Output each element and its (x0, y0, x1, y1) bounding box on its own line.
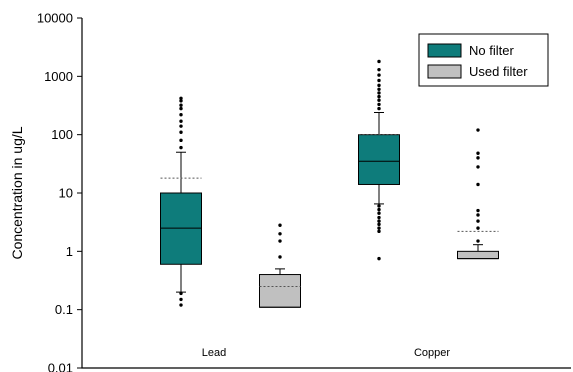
outlier-point (278, 223, 282, 227)
outlier-point (377, 222, 381, 227)
legend-label: No filter (469, 43, 514, 58)
legend-label: Used filter (469, 64, 528, 79)
legend-swatch (427, 64, 462, 79)
category-label: Lead (202, 347, 226, 359)
box-iqr (358, 134, 400, 185)
category-label: Copper (414, 347, 450, 359)
outlier-point (179, 297, 183, 302)
outlier-point (377, 219, 381, 223)
outlier-point (377, 98, 381, 102)
outlier-point (377, 106, 381, 111)
box-iqr (160, 192, 202, 265)
outlier-point (278, 255, 282, 259)
box-iqr (457, 250, 499, 260)
y-tick-label: 10000 (37, 11, 73, 26)
outlier-point (179, 303, 183, 307)
outlier-point (179, 96, 183, 101)
outlier-point (377, 215, 381, 220)
box-no-filter-lead (160, 96, 202, 307)
outlier-point (377, 67, 381, 72)
outlier-point (377, 91, 381, 95)
outlier-point (377, 256, 381, 261)
outlier-point (476, 128, 480, 132)
y-tick-label: 1 (66, 244, 73, 259)
legend: No filter Used filter (418, 33, 549, 87)
outlier-point (377, 94, 381, 99)
outlier-point (476, 156, 480, 160)
category-labels: Lead Copper (202, 347, 451, 359)
outlier-point (179, 103, 183, 107)
outlier-point (278, 232, 282, 236)
outlier-point (179, 124, 183, 128)
legend-box (418, 33, 549, 87)
outlier-point (377, 211, 381, 215)
box-iqr (259, 274, 301, 308)
outlier-point (179, 130, 183, 134)
outlier-point (476, 213, 480, 217)
outlier-point (179, 138, 183, 143)
outlier-point (377, 229, 381, 234)
outlier-point (179, 119, 183, 123)
outlier-point (377, 78, 381, 83)
outlier-point (179, 291, 183, 296)
outlier-point (179, 106, 183, 111)
box-used-filter-lead (259, 223, 301, 308)
box-used-filter-copper (457, 128, 499, 260)
outlier-point (377, 73, 381, 77)
box-no-filter-copper (358, 59, 400, 261)
y-ticks: 0.01 0.1 1 10 100 1000 10000 (37, 11, 82, 372)
outlier-point (179, 99, 183, 103)
y-tick-label: 1000 (44, 69, 73, 84)
outlier-point (476, 219, 480, 223)
legend-swatch (427, 43, 462, 58)
outlier-point (476, 239, 480, 243)
box-plots (160, 59, 499, 308)
y-tick-label: 0.1 (55, 302, 73, 317)
y-tick-label: 10 (59, 186, 73, 201)
y-tick-label: 100 (51, 127, 73, 142)
outlier-point (179, 145, 183, 150)
outlier-point (278, 239, 282, 243)
outlier-point (179, 112, 183, 117)
outlier-point (476, 182, 480, 187)
outlier-point (377, 204, 381, 208)
y-tick-label: 0.01 (48, 361, 73, 372)
outlier-point (377, 83, 381, 88)
outlier-point (377, 226, 381, 230)
y-axis-title: Concentration in ug/L (9, 126, 25, 259)
outlier-point (476, 165, 480, 169)
outlier-point (377, 87, 381, 91)
outlier-point (476, 226, 480, 230)
outlier-point (476, 151, 480, 155)
outlier-point (377, 102, 381, 107)
y-axis-title-group: Concentration in ug/L (9, 126, 25, 259)
outlier-point (377, 59, 381, 64)
outlier-point (377, 207, 381, 212)
outlier-point (476, 208, 480, 213)
